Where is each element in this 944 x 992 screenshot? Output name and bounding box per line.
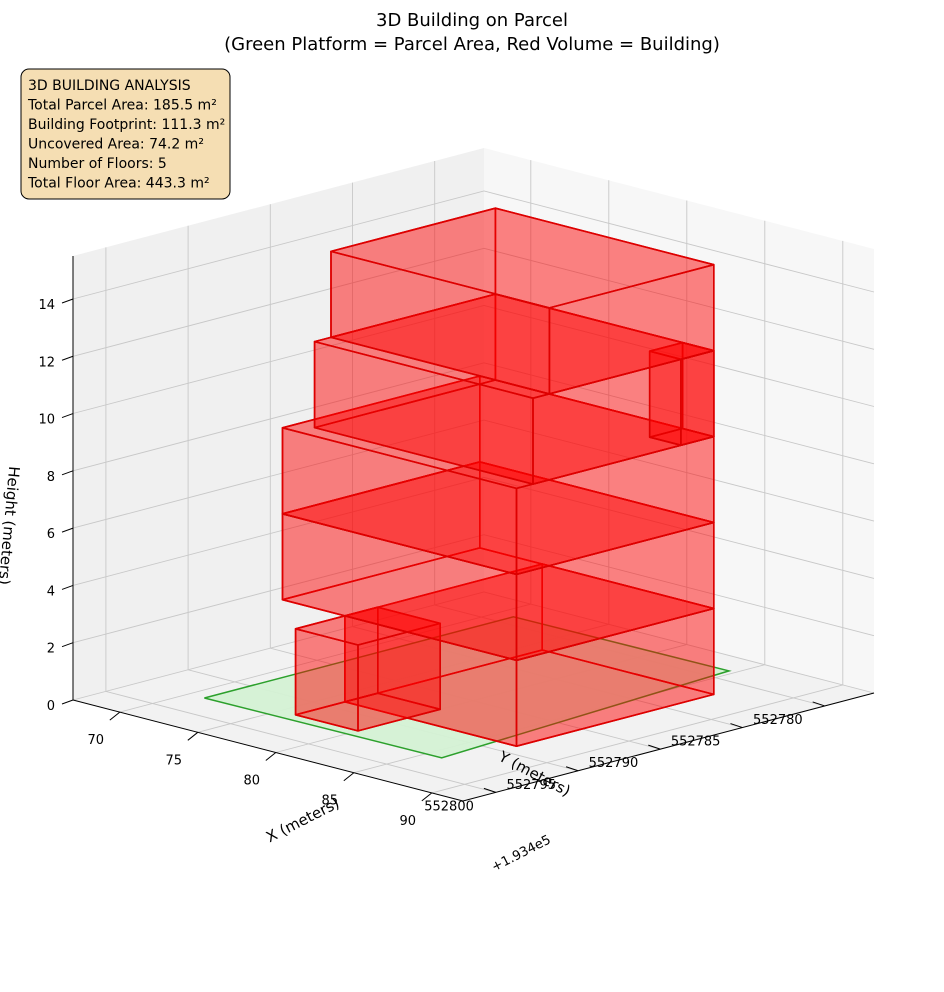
grid-line-z — [72, 419, 875, 529]
x-tick — [109, 711, 121, 721]
y-tick — [812, 701, 825, 707]
building-block — [330, 207, 715, 395]
chart-subtitle: (Green Platform = Parcel Area, Red Volum… — [224, 34, 720, 55]
x-tick — [421, 792, 433, 802]
z-tick — [61, 470, 74, 476]
building-face — [294, 627, 359, 732]
x-tick — [187, 731, 199, 741]
info-box-line: Total Floor Area: 443.3 m² — [27, 176, 210, 192]
building-block — [648, 341, 715, 447]
y-tick — [730, 723, 743, 729]
grid-line-z — [72, 247, 875, 357]
z-tick — [61, 584, 74, 590]
building-block — [344, 563, 715, 748]
grid-line-z — [72, 190, 875, 300]
z-tick-label: 10 — [38, 413, 55, 428]
info-box-line: Number of Floors: 5 — [28, 156, 167, 172]
y-tick-label: 552800 — [424, 799, 474, 814]
x-tick-label: 70 — [88, 733, 105, 748]
z-tick-label: 0 — [47, 699, 55, 714]
building-block — [281, 461, 715, 662]
info-box-line: Building Footprint: 111.3 m² — [28, 117, 225, 133]
parcel-polygon — [204, 616, 732, 759]
z-tick — [61, 298, 74, 304]
x-tick — [265, 752, 277, 761]
y-tick — [565, 766, 579, 772]
y-tick — [483, 787, 497, 793]
y-tick-label: 552780 — [753, 713, 803, 728]
grid-line-z — [72, 591, 875, 701]
y-tick — [648, 744, 661, 750]
grid-line-z — [72, 305, 875, 414]
x-tick-label: 75 — [166, 753, 183, 768]
z-tick — [61, 699, 74, 705]
x-axis-line — [72, 699, 464, 802]
x-offset-label: +1.934e5 — [489, 833, 553, 876]
z-tick-label: 12 — [38, 355, 55, 370]
z-tick-label: 8 — [47, 470, 55, 485]
z-tick — [61, 642, 74, 648]
z-tick-label: 6 — [47, 527, 55, 542]
z-tick — [61, 413, 74, 419]
x-tick-label: 85 — [322, 794, 339, 809]
y-axis-line — [462, 692, 875, 802]
y-tick-label: 552790 — [589, 756, 639, 771]
z-tick-label: 2 — [47, 642, 55, 657]
parcel-platform — [204, 616, 732, 759]
x-tick-label: 80 — [244, 774, 261, 789]
building-block — [281, 375, 715, 576]
grid-line-z — [72, 362, 875, 472]
x-axis-label: X (meters) — [263, 794, 342, 846]
z-tick — [61, 355, 74, 361]
grid-line-z — [72, 534, 875, 644]
z-tick-label: 14 — [38, 298, 55, 313]
x-tick — [343, 772, 355, 782]
y-tick-label: 552795 — [506, 778, 556, 793]
x-tick-label: 90 — [400, 814, 417, 829]
z-axis-label: Height (meters) — [0, 466, 23, 586]
building-face — [294, 606, 442, 646]
building-volume — [281, 207, 715, 748]
info-box-line: Uncovered Area: 74.2 m² — [28, 137, 204, 153]
z-tick — [61, 527, 74, 533]
info-box-line: 3D BUILDING ANALYSIS — [28, 78, 191, 94]
info-box: 3D BUILDING ANALYSIS Total Parcel Area: 1… — [20, 68, 231, 200]
building-face — [330, 207, 715, 309]
building-face — [680, 349, 715, 447]
info-box-line: Total Parcel Area: 185.5 m² — [27, 98, 217, 114]
building-block — [294, 606, 442, 732]
chart-title: 3D Building on Parcel — [376, 10, 568, 31]
grid-line-z — [72, 476, 875, 586]
y-tick-label: 552785 — [671, 735, 721, 750]
info-box-frame — [20, 68, 231, 200]
z-tick-label: 4 — [47, 584, 55, 599]
